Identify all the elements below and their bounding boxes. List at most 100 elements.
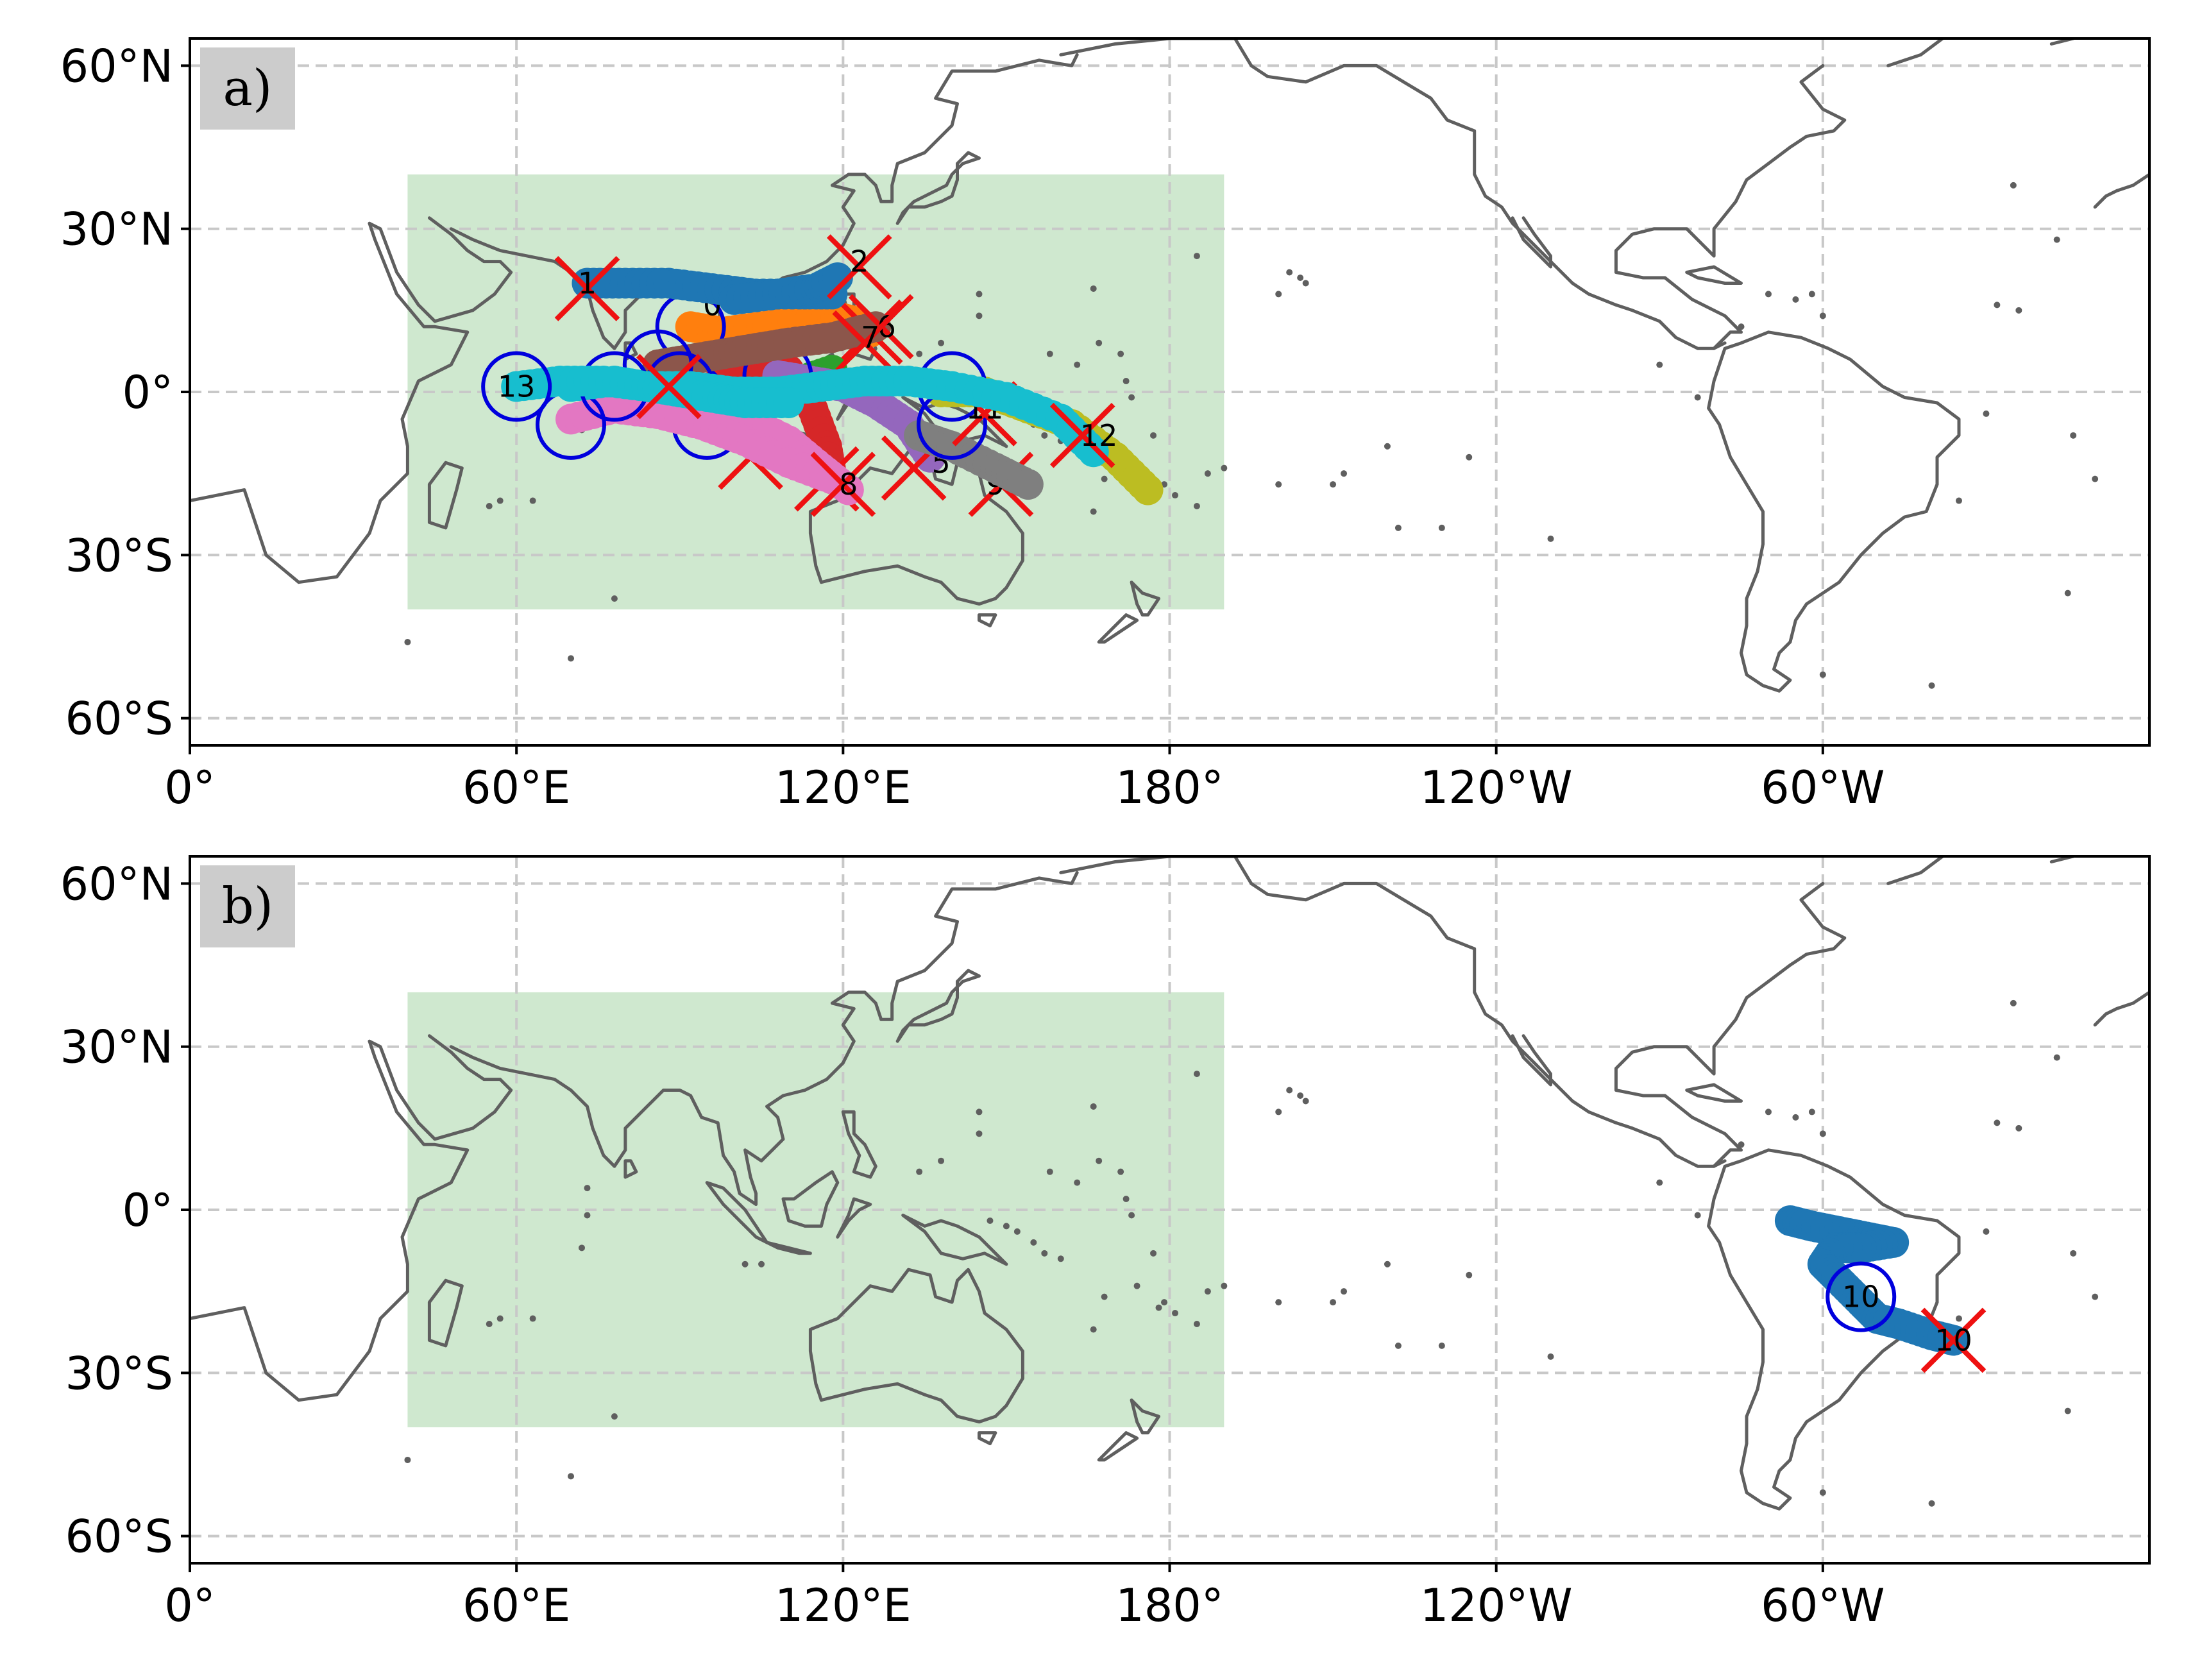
- island-dot: [2064, 1407, 2071, 1414]
- panel-label: b): [200, 865, 295, 947]
- island-dot: [1286, 1087, 1293, 1094]
- track-point: [1132, 474, 1164, 505]
- island-dot: [1438, 1342, 1445, 1349]
- x-tick-label: 0°: [164, 761, 216, 814]
- panel-label-text: a): [223, 60, 273, 117]
- island-dot: [404, 638, 411, 645]
- island-dot: [1341, 1288, 1348, 1295]
- island-dot: [1057, 1255, 1064, 1262]
- x-tick-label: 0°: [164, 1579, 216, 1632]
- island-dot: [1090, 1326, 1097, 1333]
- y-tick-label: 60°S: [65, 1511, 173, 1563]
- lysis-stroke: [1920, 1307, 1987, 1373]
- y-tick-label: 0°: [122, 1184, 173, 1237]
- genesis-marker: [1826, 1261, 1897, 1332]
- island-dot: [916, 350, 923, 357]
- island-dot: [1808, 291, 1815, 298]
- island-dot: [1101, 1293, 1108, 1300]
- island-dot: [1466, 454, 1473, 461]
- island-dot: [1074, 361, 1081, 368]
- island-dot: [1928, 682, 1935, 689]
- island-dot: [976, 1108, 983, 1116]
- coastline: [781, 1170, 840, 1228]
- island-dot: [1819, 1130, 1826, 1137]
- island-dot: [1738, 323, 1745, 330]
- island-dot: [2064, 590, 2071, 597]
- track-id-label: 12: [1080, 418, 1118, 453]
- y-tick-label: 60°N: [60, 858, 173, 910]
- island-dot: [2092, 475, 2099, 482]
- analysis-region-box: [407, 992, 1224, 1428]
- island-dot: [1384, 1260, 1391, 1268]
- coastline: [190, 1039, 470, 1402]
- lysis-stroke: [832, 310, 898, 376]
- lysis-stroke: [636, 353, 702, 420]
- island-dot: [1656, 1179, 1663, 1186]
- x-tick-label: 120°E: [775, 761, 911, 814]
- coastline: [368, 216, 513, 323]
- island-dot: [976, 1130, 983, 1137]
- island-dot: [1994, 1119, 2001, 1126]
- x-tick-label: 120°E: [775, 1579, 911, 1632]
- island-dot: [1193, 1321, 1200, 1328]
- y-tick-label: 30°N: [60, 203, 173, 256]
- island-dot: [1656, 361, 1663, 368]
- island-dot: [584, 1212, 591, 1219]
- island-dot: [496, 497, 504, 504]
- coastline: [1130, 1398, 1160, 1435]
- island-dot: [568, 655, 575, 662]
- island-dot: [938, 1157, 945, 1164]
- island-dot: [1819, 312, 1826, 319]
- island-dot: [1994, 301, 2001, 309]
- island-dot: [976, 291, 983, 298]
- track-id-label: 8: [839, 467, 858, 502]
- island-dot: [916, 1168, 923, 1175]
- coastline: [190, 221, 470, 584]
- island-dot: [1090, 1103, 1097, 1110]
- island-dot: [1792, 1114, 1799, 1121]
- island-dot: [938, 339, 945, 346]
- island-dot: [1041, 1250, 1048, 1257]
- island-dot: [1808, 1108, 1815, 1116]
- island-dot: [1955, 497, 1962, 504]
- x-tick-label: 60°W: [1761, 761, 1885, 814]
- island-dot: [1438, 524, 1445, 531]
- y-tick-label: 0°: [122, 366, 173, 419]
- island-dot: [1090, 285, 1097, 292]
- island-dot: [1150, 1250, 1157, 1257]
- coastline: [2093, 173, 2149, 209]
- island-dot: [2015, 1124, 2022, 1132]
- island-dot: [741, 1260, 749, 1268]
- island-dot: [1547, 1353, 1554, 1360]
- coastline: [808, 1268, 1024, 1424]
- island-dot: [1955, 1315, 1962, 1322]
- coastline: [1130, 581, 1160, 617]
- island-dot: [404, 1456, 411, 1463]
- y-tick-label: 30°S: [65, 529, 173, 582]
- x-tick-label: 180°: [1115, 761, 1224, 814]
- island-dot: [2053, 1054, 2060, 1061]
- island-dot: [579, 1244, 585, 1252]
- lysis-marker: [826, 234, 892, 300]
- island-dot: [1394, 524, 1402, 531]
- y-tick-label: 60°N: [60, 40, 173, 92]
- coastline: [1059, 856, 1727, 1168]
- lysis-marker: [1049, 402, 1115, 468]
- track-point: [860, 311, 892, 343]
- x-tick-label: 60°W: [1761, 1579, 1885, 1632]
- island-dot: [1330, 481, 1337, 488]
- island-dot: [1133, 1282, 1140, 1289]
- panel-b: 10 10 0° 60°E 120°E 180° 120°W 60°W 60°N 30°N 0° 30…: [60, 855, 2151, 1632]
- island-dot: [529, 497, 536, 504]
- island-dot: [1297, 1092, 1304, 1099]
- island-dot: [1466, 1271, 1473, 1278]
- island-dot: [1819, 1489, 1826, 1496]
- island-dot: [496, 1315, 504, 1322]
- island-dot: [1013, 1228, 1021, 1235]
- coastline: [2093, 990, 2149, 1027]
- island-dot: [1286, 269, 1293, 276]
- island-dot: [2015, 307, 2022, 314]
- lysis-stroke: [826, 234, 892, 300]
- lysis-marker: [1920, 1307, 1987, 1373]
